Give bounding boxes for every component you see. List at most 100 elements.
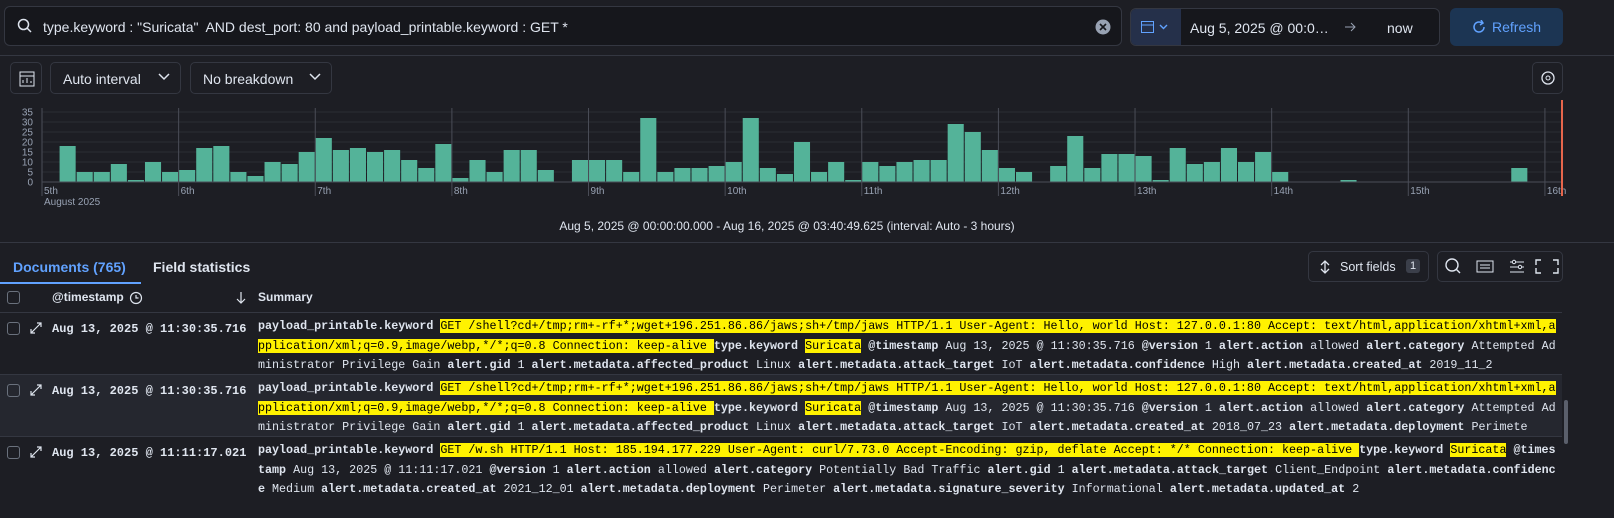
field-value: 1 — [517, 358, 525, 372]
grid-toolbar-icons — [1445, 258, 1559, 274]
discover-page: {"search": {"query": "type.keyword : \"S… — [0, 6, 1614, 496]
row-checkbox[interactable] — [7, 446, 20, 459]
field-value: Medium — [272, 482, 315, 496]
refresh-button[interactable]: Refresh — [1450, 8, 1563, 46]
field-key: @timestamp — [868, 338, 939, 353]
bar — [144, 162, 162, 182]
bar — [571, 160, 589, 182]
field-key: payload_printable.keyword — [258, 443, 434, 457]
field-value: 2021_12_01 — [503, 482, 574, 496]
x-tick-label: 6th — [181, 186, 195, 197]
field-value: Perimete — [1471, 420, 1528, 434]
bar — [776, 174, 793, 182]
row-summary: payload_printable.keyword GET /shell?cd+… — [258, 379, 1556, 438]
field-key: type.keyword — [713, 338, 799, 353]
bar — [793, 142, 811, 182]
bar — [298, 152, 315, 182]
expand-button[interactable] — [30, 446, 42, 458]
expand-button[interactable] — [30, 322, 42, 334]
clock-icon — [129, 291, 143, 305]
bar — [520, 150, 537, 182]
bar — [1340, 180, 1357, 182]
bar — [606, 160, 623, 182]
bar — [469, 160, 486, 182]
bar — [1135, 156, 1152, 182]
bar — [349, 148, 366, 182]
bar — [1050, 166, 1067, 182]
field-value: Suricata — [805, 338, 862, 353]
clear-button[interactable] — [1095, 19, 1111, 35]
refresh-label: Refresh — [1492, 19, 1542, 35]
field-value: 1 — [1057, 462, 1065, 477]
x-tick-label: 10th — [727, 186, 746, 197]
field-value: Suricata — [1450, 443, 1507, 457]
bar — [110, 164, 127, 182]
calendar-icon — [1141, 21, 1168, 33]
time-range-label: Aug 5, 2025 @ 00:00:00.000 - Aug 16, 202… — [559, 219, 1015, 233]
chart-options-button[interactable] — [1532, 62, 1563, 94]
quick-menu-button[interactable] — [1131, 9, 1181, 45]
field-value: 2019_11_2 — [1429, 358, 1493, 372]
row-checkbox[interactable] — [7, 384, 20, 397]
bar — [1169, 148, 1186, 182]
column-header[interactable]: Summary — [258, 290, 313, 304]
field-value: 1 — [517, 420, 525, 434]
breakdown-button[interactable]: No breakdown — [190, 62, 332, 94]
bar — [1118, 154, 1135, 182]
field-key: alert.metadata.attack_target — [1071, 462, 1269, 477]
documents-tab[interactable]: Documents (765) — [13, 259, 126, 275]
toggle-chart-button[interactable] — [10, 62, 42, 94]
bar — [93, 172, 110, 182]
bar — [998, 168, 1015, 182]
x-tick-label: 9th — [591, 186, 605, 197]
x-sublabel: August 2025 — [44, 197, 101, 208]
field-value: 1 — [1204, 338, 1212, 353]
field-value: 2 — [1352, 482, 1360, 496]
y-tick-label: 35 — [22, 108, 34, 119]
x-tick-label: 13th — [1137, 186, 1156, 197]
field-key: @timestamp — [258, 443, 1556, 477]
x-tick-label: 16th — [1547, 186, 1566, 197]
bar — [247, 176, 264, 182]
start-date[interactable]: Aug 5, 2025 @ 00:0… — [1190, 20, 1329, 36]
end-date[interactable]: now — [1387, 20, 1413, 36]
bar — [366, 152, 384, 182]
field-value: Linux — [756, 358, 792, 372]
field-key: @version — [489, 462, 546, 477]
bar — [213, 146, 230, 182]
field-key: alert.category — [1366, 400, 1465, 415]
bar — [127, 180, 144, 182]
document-row[interactable]: Aug 13, 2025 @ 11:30:35.716 payload_print… — [0, 374, 1562, 436]
bar — [281, 164, 298, 182]
date-picker[interactable]: Aug 5, 2025 @ 00:0… now — [1130, 8, 1440, 46]
bar — [674, 168, 691, 182]
document-row[interactable]: Aug 13, 2025 @ 11:30:35.716 payload_print… — [0, 312, 1562, 374]
select-all-checkbox[interactable] — [7, 291, 20, 304]
y-tick-label: 30 — [22, 118, 34, 129]
search-bar[interactable]: type.keyword : "Suricata" AND dest_port:… — [4, 6, 1122, 46]
field-value: Aug 13, 2025 @ 11:30:35.716 — [945, 400, 1135, 415]
field-key: alert.gid — [447, 358, 511, 372]
bar — [1511, 168, 1528, 182]
document-row[interactable]: Aug 13, 2025 @ 11:11:17.021 payload_print… — [0, 436, 1562, 518]
field-value: 1 — [552, 462, 560, 477]
now-marker — [1561, 100, 1563, 196]
sort-fields-button[interactable]: Sort fields 1 — [1308, 251, 1429, 282]
chart-icon — [19, 71, 35, 87]
column-header[interactable]: @timestamp — [52, 290, 124, 304]
x-tick-label: 5th — [44, 186, 58, 197]
bar — [623, 172, 640, 182]
bar — [845, 180, 862, 182]
field-key: alert.metadata.deployment — [1289, 420, 1465, 434]
divider — [0, 55, 1614, 56]
expand-button[interactable] — [30, 384, 42, 396]
search-query[interactable]: type.keyword : "Suricata" AND dest_port:… — [43, 19, 568, 35]
row-timestamp: Aug 13, 2025 @ 11:30:35.716 — [52, 384, 247, 398]
field-key: type.keyword — [713, 400, 799, 415]
field-statistics-tab[interactable]: Field statistics — [153, 259, 251, 275]
interval-button[interactable]: Auto interval — [50, 62, 181, 94]
field-value: Aug 13, 2025 @ 11:30:35.716 — [945, 338, 1135, 353]
row-checkbox[interactable] — [7, 322, 20, 335]
field-key: alert.metadata.created_at — [1247, 358, 1423, 372]
